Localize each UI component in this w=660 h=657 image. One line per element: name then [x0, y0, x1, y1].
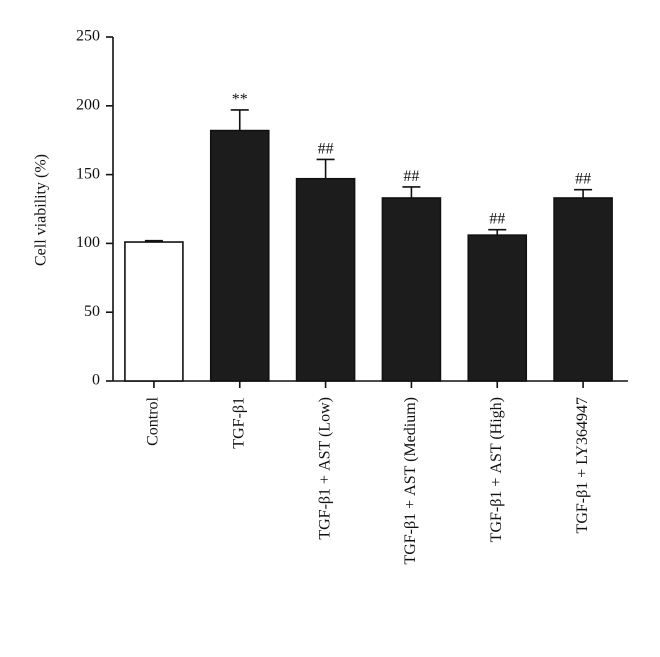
bar [209, 129, 270, 382]
bar [124, 241, 184, 382]
y-tick-label: 0 [92, 372, 100, 389]
y-axis-label: Cell viability (%) [33, 154, 50, 266]
significance-label: ** [232, 91, 248, 108]
y-tick-label: 50 [84, 303, 100, 320]
bar [467, 234, 528, 382]
significance-label: ## [403, 168, 419, 185]
y-tick-label: 100 [76, 234, 100, 251]
bar [553, 197, 613, 382]
significance-label: ## [575, 171, 591, 188]
x-tick-label: TGF-β1 + AST (Medium) [402, 397, 419, 565]
x-tick-label: TGF-β1 + AST (Low) [316, 397, 333, 540]
x-tick-label: TGF-β1 + AST (High) [488, 397, 505, 542]
y-tick-label: 150 [76, 165, 100, 182]
error-bar [488, 228, 507, 236]
x-tick-label: Control [145, 396, 162, 445]
x-tick-label: TGF-β1 + LY364947 [574, 397, 591, 533]
significance-label: ## [318, 140, 334, 157]
bar [381, 197, 442, 382]
error-bar [230, 109, 249, 131]
error-bar [402, 186, 421, 198]
y-tick-label: 250 [76, 28, 100, 45]
bar [295, 177, 356, 382]
error-bar [316, 158, 335, 179]
y-tick-label: 200 [76, 96, 100, 113]
error-bar [574, 188, 593, 198]
x-tick-label: TGF-β1 [230, 397, 247, 449]
significance-label: ## [489, 211, 505, 228]
